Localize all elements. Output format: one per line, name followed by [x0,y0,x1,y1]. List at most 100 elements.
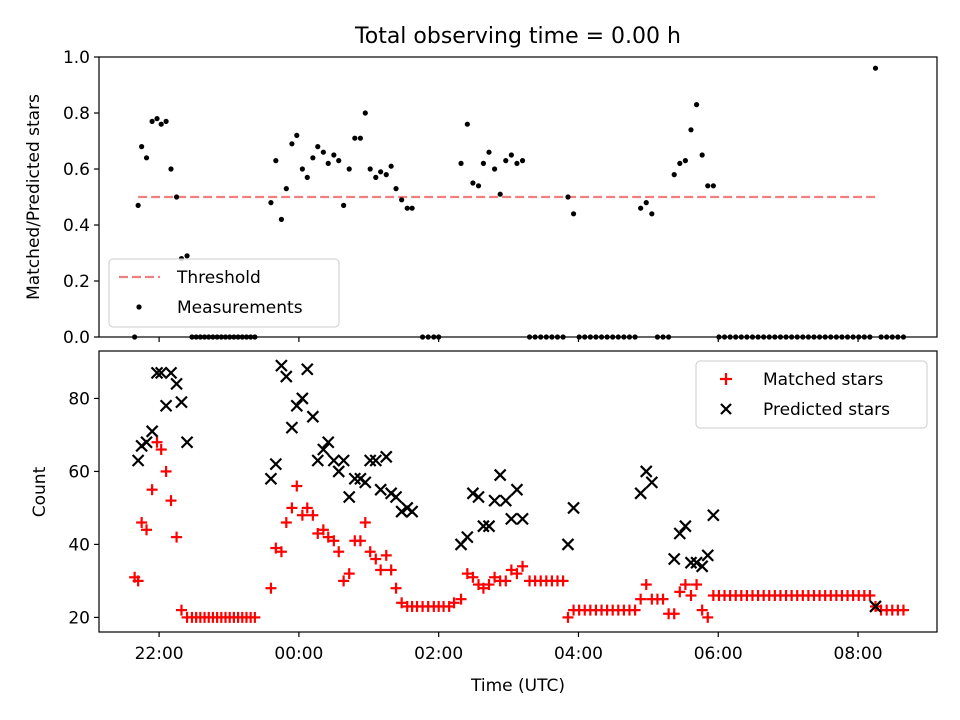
matched-point [141,524,153,536]
measurement-point [565,194,571,200]
predicted-point [145,425,159,438]
matched-point [640,579,652,591]
predicted-point [342,490,356,504]
matched-point [461,568,473,580]
matched-point [165,495,177,507]
predicted-point [164,366,178,380]
y-tick-label: 0.6 [63,160,90,180]
predicted-point [869,600,882,613]
measurement-point [399,197,405,203]
measurement-point [570,211,577,217]
measurement-point [135,202,141,208]
measurement-point [294,132,300,138]
measurement-point [346,166,352,172]
predicted-point [645,476,659,489]
predicted-point [493,468,507,482]
measurement-point [872,65,879,71]
measurement-point [367,166,373,172]
predicted-point [701,549,715,562]
matched-point [635,593,647,605]
legend-matched-label: Matched stars [763,370,883,390]
top-y-axis-label: Matched/Predicted stars [24,94,44,300]
predicted-point [327,454,341,467]
predicted-point [505,512,518,526]
matched-point [175,604,187,616]
predicted-point [317,443,330,456]
matched-point [897,604,909,616]
measurement-point [184,253,190,259]
matched-point [455,593,467,605]
predicted-point [477,519,490,533]
x-tick-label: 00:00 [274,644,323,664]
matched-point [448,597,460,609]
legend-matched-swatch [720,373,732,385]
measurement-point [278,216,285,222]
measurement-point [508,152,514,158]
measurement-point [486,149,492,155]
measurement-point [491,166,498,172]
top-y-axis: 0.0 0.2 0.4 0.6 0.8 1.0 [63,48,99,348]
y-tick-label: 0.0 [63,328,90,348]
matched-point [375,564,387,576]
bottom-plot-frame [98,350,938,633]
matched-point [629,604,641,616]
measurement-point [458,160,464,166]
predicted-point [363,454,377,467]
matched-point [317,524,329,536]
matched-point [668,608,680,620]
predicted-point [275,359,288,372]
measurement-point [497,191,503,197]
x-tick-label: 08:00 [834,644,883,664]
predicted-point [269,457,283,471]
matched-point [864,590,876,602]
measurement-point [362,110,368,116]
predicted-point [516,512,529,526]
y-tick-label: 0.4 [63,216,90,236]
measurement-point [649,211,655,217]
matched-point [328,535,340,547]
measurement-point [710,183,716,189]
predicted-point [150,366,164,380]
predicted-point [285,421,299,434]
predicted-point [332,465,346,478]
predicted-point [170,377,183,391]
predicted-point [567,501,580,515]
measurement-point [475,183,482,189]
measurement-point [273,158,279,164]
top-x-axis [158,337,859,342]
measurement-point [373,174,379,180]
top-legend: Threshold Measurements [108,258,340,328]
measurement-point [693,102,700,108]
matched-point [275,546,287,558]
measurement-point [514,160,520,166]
measurement-point [268,200,274,206]
measurement-point [393,186,399,192]
matched-point [385,564,397,576]
x-tick-label: 04:00 [554,644,603,664]
predicted-point [673,527,687,540]
matched-point [517,560,529,572]
matched-point [132,575,144,587]
predicted-point [395,505,408,518]
predicted-point [290,399,304,413]
predicted-point [679,519,692,533]
predicted-point [639,465,653,478]
bottom-x-axis: 22:00 00:00 02:00 04:00 06:00 08:00 [135,632,883,664]
measurement-point [168,166,174,172]
y-tick-label: 1.0 [63,48,90,68]
matched-point [155,444,167,456]
matched-point [343,568,355,580]
matched-point [171,531,183,543]
legend-measurements-swatch [136,304,142,310]
matched-point [338,575,350,587]
bottom-y-axis: 20 40 60 80 [68,389,99,628]
matched-point [696,604,708,616]
predicted-point [369,454,383,467]
predicted-point [461,530,474,544]
predicted-point [140,435,153,449]
matched-point [146,484,158,496]
measurement-point [357,135,363,141]
top-legend-box [108,258,340,328]
measurement-point [699,152,705,158]
measurement-point [310,155,316,161]
